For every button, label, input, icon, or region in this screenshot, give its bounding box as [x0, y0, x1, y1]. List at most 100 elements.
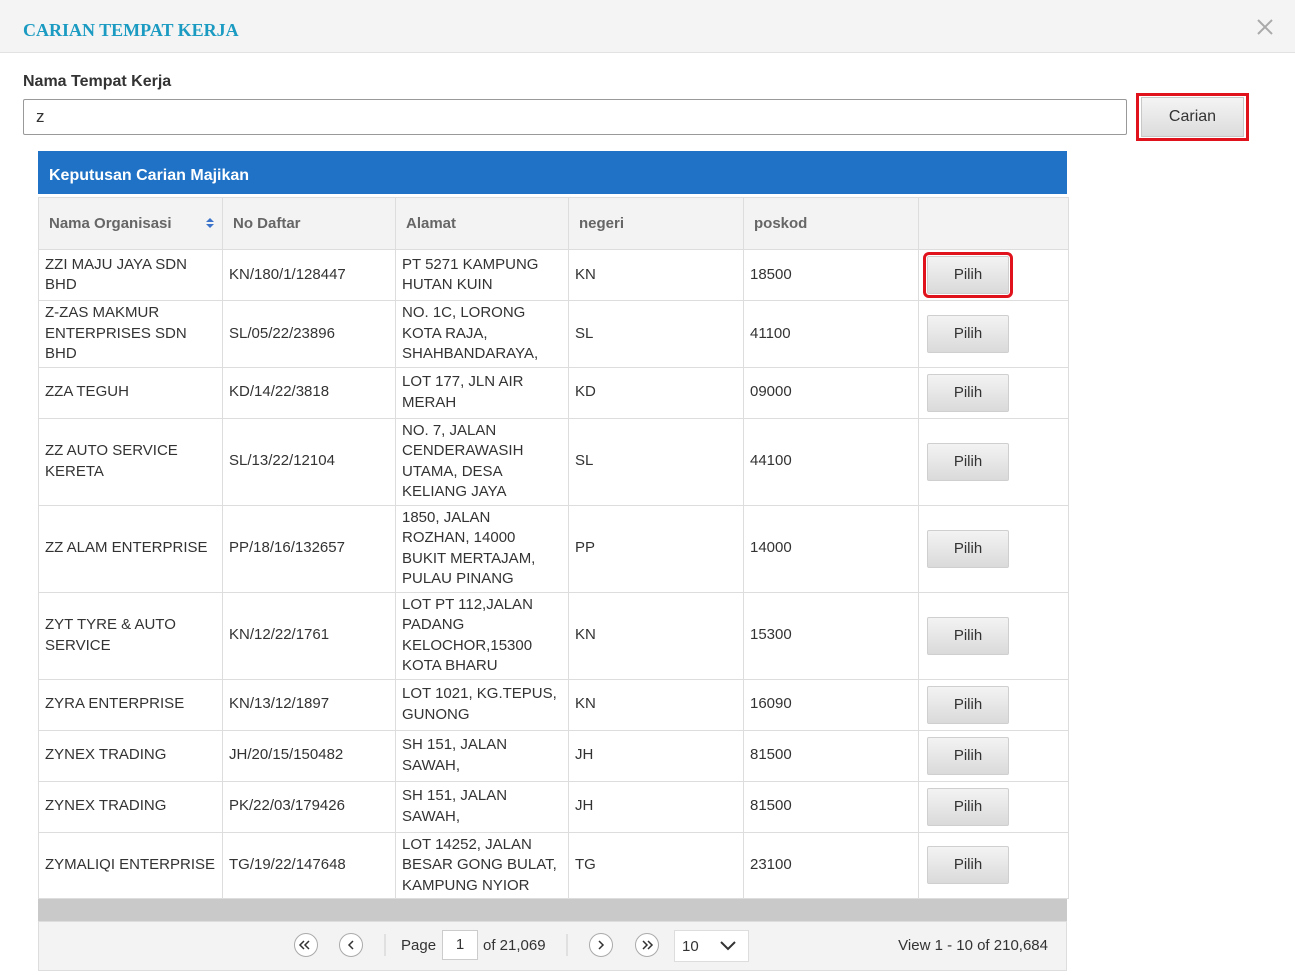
table-cell: ZZA TEGUH [38, 366, 223, 419]
table-cell: 81500 [743, 780, 919, 833]
scroll-bar [38, 899, 1067, 921]
action-cell: Pilih [918, 678, 1069, 731]
table-cell: SL [568, 417, 744, 506]
select-button[interactable]: Pilih [927, 442, 1009, 481]
dropdown-arrow [720, 941, 736, 951]
table-row: ZYNEX TRADING JH/20/15/150482 SH 151, JALA… [38, 729, 1069, 782]
table-cell: ZYRA ENTERPRISE [38, 678, 223, 731]
page-size-select[interactable]: 10 [674, 930, 749, 962]
action-cell: Pilih [918, 366, 1069, 419]
table-cell: 15300 [743, 591, 919, 680]
highlight-box [1136, 93, 1249, 141]
table-cell: ZYMALIQI ENTERPRISE [38, 831, 223, 899]
table-cell: LOT 177, JLN AIR MERAH [395, 366, 569, 419]
table-cell: SL/13/22/12104 [222, 417, 396, 506]
table-cell: LOT PT 112,JALAN PADANG KELOCHOR,15300 K… [395, 591, 569, 680]
select-button[interactable]: Pilih [927, 373, 1009, 412]
table-cell: 09000 [743, 366, 919, 419]
select-button[interactable]: Pilih [927, 736, 1009, 775]
page-count: of 21,069 [483, 937, 546, 954]
table-cell: 18500 [743, 249, 919, 301]
action-cell: Pilih [918, 504, 1069, 593]
search-input[interactable]: z [23, 99, 1127, 135]
page-label: Page [401, 937, 437, 954]
table-cell: 14000 [743, 504, 919, 593]
select-button[interactable]: Pilih [927, 846, 1009, 885]
select-button[interactable]: Pilih [927, 529, 1009, 568]
action-cell: Pilih [918, 831, 1069, 899]
select-button[interactable]: Pilih [927, 787, 1009, 826]
table-cell: Z-ZAS MAKMUR ENTERPRISES SDN BHD [38, 300, 223, 368]
modal-title: CARIAN TEMPAT KERJA [23, 20, 239, 40]
view-info: View 1 - 10 of 210,684 [898, 937, 1048, 954]
table-cell: KN/180/1/128447 [222, 249, 396, 301]
page-input[interactable]: 1 [442, 930, 478, 960]
table-cell: KD/14/22/3818 [222, 366, 396, 419]
table-cell: TG [568, 831, 744, 899]
results-table: Nama Organisasi No Daftar Alamat negeri posk… [38, 197, 1069, 899]
action-cell: Pilih [918, 300, 1069, 368]
column-header: Nama Organisasi [38, 197, 223, 250]
table-row: ZZA TEGUH KD/14/22/3818 LOT 177, JLN AIR M… [38, 366, 1069, 419]
table-cell: KN/12/22/1761 [222, 591, 396, 680]
table-cell: PP [568, 504, 744, 593]
table-cell: 23100 [743, 831, 919, 899]
close-button[interactable] [1257, 19, 1273, 35]
column-header [918, 197, 1069, 250]
table-cell: ZYT TYRE & AUTO SERVICE [38, 591, 223, 680]
table-cell: KN/13/12/1897 [222, 678, 396, 731]
pager: Page 1 of 21,069 10 View 1 - 10 of 210,6… [38, 921, 1067, 971]
table-cell: 41100 [743, 300, 919, 368]
table-cell: LOT 14252, JALAN BESAR GONG BULAT, KAMPU… [395, 831, 569, 899]
table-row: ZZI MAJU JAYA SDN BHD KN/180/1/128447 PT 5… [38, 249, 1069, 301]
table-cell: SL [568, 300, 744, 368]
table-cell: KN [568, 678, 744, 731]
table-cell: PK/22/03/179426 [222, 780, 396, 833]
table-cell: ZZ AUTO SERVICE KERETA [38, 417, 223, 506]
select-button[interactable]: Pilih [927, 685, 1009, 724]
select-button[interactable]: Pilih [923, 252, 1013, 298]
modal-header [0, 0, 1295, 53]
table-cell: PT 5271 KAMPUNG HUTAN KUIN [395, 249, 569, 301]
table-cell: NO. 1C, LORONG KOTA RAJA, SHAHBANDARAYA, [395, 300, 569, 368]
table-cell: NO. 7, JALAN CENDERAWASIH UTAMA, DESA KE… [395, 417, 569, 506]
table-cell: LOT 1021, KG.TEPUS, GUNONG [395, 678, 569, 731]
sort-icon[interactable] [206, 218, 214, 228]
table-cell: 16090 [743, 678, 919, 731]
table-row: ZZ AUTO SERVICE KERETA SL/13/22/12104 NO. … [38, 417, 1069, 506]
table-cell: TG/19/22/147648 [222, 831, 396, 899]
table-row: ZZ ALAM ENTERPRISE PP/18/16/132657 1850, J… [38, 504, 1069, 593]
select-button[interactable]: Pilih [927, 616, 1009, 655]
table-cell: ZYNEX TRADING [38, 780, 223, 833]
action-cell: Pilih [918, 729, 1069, 782]
action-cell: Pilih [918, 780, 1069, 833]
table-row: Z-ZAS MAKMUR ENTERPRISES SDN BHD SL/05/22… [38, 300, 1069, 368]
table-cell: KN [568, 591, 744, 680]
action-cell: Pilih [918, 417, 1069, 506]
table-cell: 81500 [743, 729, 919, 782]
table-cell: ZZI MAJU JAYA SDN BHD [38, 249, 223, 301]
table-cell: 44100 [743, 417, 919, 506]
table-cell: SH 151, JALAN SAWAH, [395, 729, 569, 782]
table-cell: PP/18/16/132657 [222, 504, 396, 593]
table-row: ZYMALIQI ENTERPRISE TG/19/22/147648 LOT 14… [38, 831, 1069, 899]
pager-nav-next-last[interactable] [565, 932, 675, 960]
table-cell: JH [568, 729, 744, 782]
table-cell: KN [568, 249, 744, 301]
action-cell: Pilih [918, 249, 1069, 301]
table-cell: 1850, JALAN ROZHAN, 14000 BUKIT MERTAJAM… [395, 504, 569, 593]
table-row: ZYT TYRE & AUTO SERVICE KN/12/22/1761 LOT … [38, 591, 1069, 680]
search-button[interactable]: Carian [1141, 97, 1244, 137]
table-row: ZYRA ENTERPRISE KN/13/12/1897 LOT 1021, KG… [38, 678, 1069, 731]
table-cell: JH/20/15/150482 [222, 729, 396, 782]
table-cell: SL/05/22/23896 [222, 300, 396, 368]
pager-nav-first-prev[interactable] [293, 932, 413, 960]
column-header: Alamat [395, 197, 569, 250]
action-cell: Pilih [918, 591, 1069, 680]
select-button[interactable]: Pilih [927, 314, 1009, 353]
table-cell: ZYNEX TRADING [38, 729, 223, 782]
column-header: No Daftar [222, 197, 396, 250]
field-label: Nama Tempat Kerja [23, 73, 172, 90]
table-title: Keputusan Carian Majikan [38, 151, 1067, 194]
